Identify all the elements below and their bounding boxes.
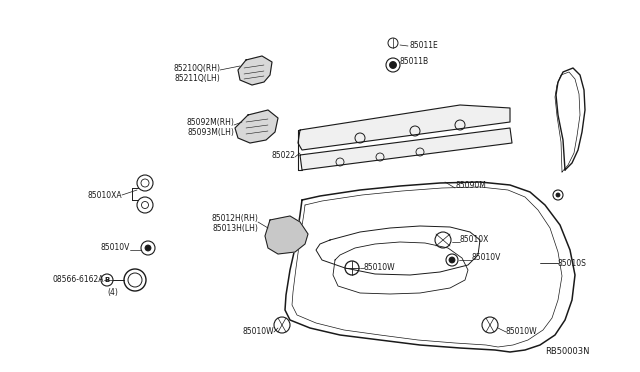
Circle shape — [390, 61, 397, 68]
Text: 85011B: 85011B — [400, 58, 429, 67]
Text: 85010S: 85010S — [558, 259, 587, 267]
Text: 85022: 85022 — [271, 151, 295, 160]
Polygon shape — [265, 216, 308, 254]
Circle shape — [145, 245, 151, 251]
Text: 85010XA: 85010XA — [88, 190, 122, 199]
Text: 85090M: 85090M — [455, 180, 486, 189]
Polygon shape — [300, 128, 512, 170]
Text: 85010W: 85010W — [243, 327, 274, 337]
Text: 85012H(RH): 85012H(RH) — [211, 214, 258, 222]
Text: 85010X: 85010X — [460, 235, 490, 244]
Circle shape — [449, 257, 455, 263]
Text: RB50003N: RB50003N — [545, 347, 590, 356]
Text: (4): (4) — [107, 288, 118, 296]
Text: 85011E: 85011E — [410, 41, 439, 49]
Text: 85013H(LH): 85013H(LH) — [212, 224, 258, 232]
Text: 85210Q(RH): 85210Q(RH) — [173, 64, 220, 73]
Text: 85092M(RH): 85092M(RH) — [186, 118, 234, 126]
Text: 85093M(LH): 85093M(LH) — [187, 128, 234, 137]
Text: 08566-6162A: 08566-6162A — [52, 276, 104, 285]
Text: 85010W: 85010W — [506, 327, 538, 337]
Text: 85010V: 85010V — [100, 244, 130, 253]
Text: 85211Q(LH): 85211Q(LH) — [174, 74, 220, 83]
Polygon shape — [238, 56, 272, 85]
Polygon shape — [298, 105, 510, 150]
Polygon shape — [235, 110, 278, 143]
Text: 85010W: 85010W — [364, 263, 396, 273]
Text: B: B — [104, 277, 109, 283]
Circle shape — [556, 193, 560, 197]
Text: 85010V: 85010V — [472, 253, 501, 263]
